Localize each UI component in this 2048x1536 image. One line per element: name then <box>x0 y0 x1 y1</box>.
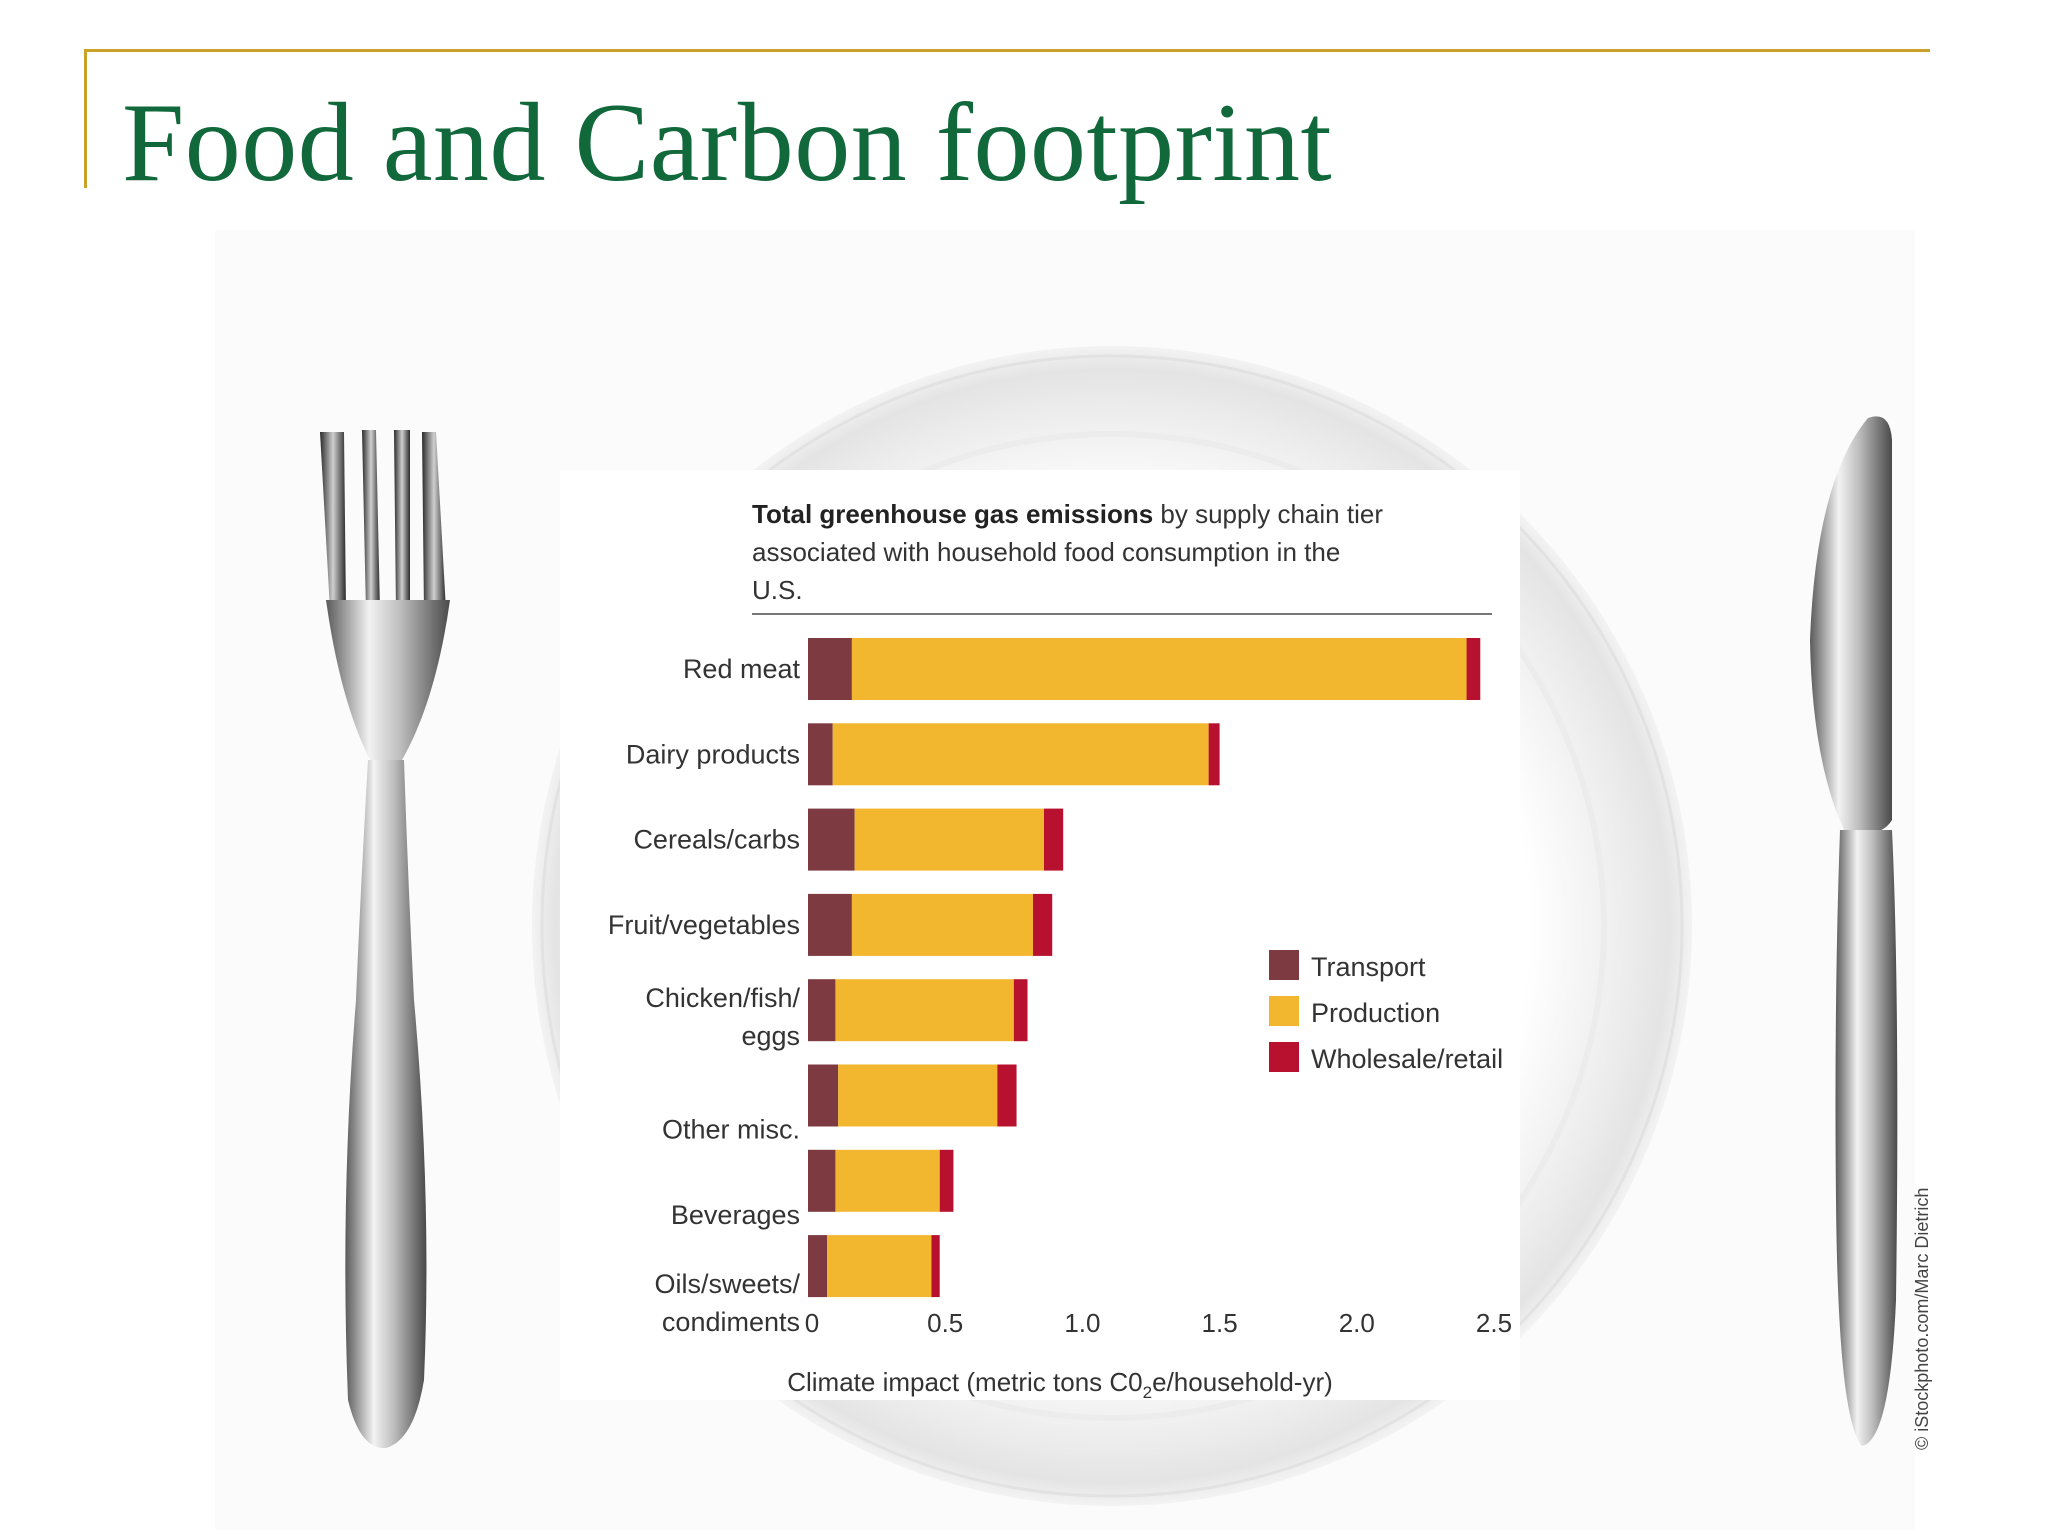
chart-title-line3: U.S. <box>752 575 803 605</box>
chart-title-line2: associated with household food consumpti… <box>752 537 1340 567</box>
category-label-7-1: condiments <box>662 1307 800 1337</box>
fork-icon <box>320 430 450 1449</box>
x-axis-label: Climate impact (metric tons C02e/househo… <box>787 1367 1333 1402</box>
bar-segment-production-6 <box>835 1149 940 1212</box>
bar-segment-wholesale-retail-2 <box>1043 808 1064 871</box>
bar-segment-wholesale-retail-7 <box>931 1235 940 1298</box>
x-axis-label-main: Climate impact (metric tons C0 <box>787 1367 1142 1397</box>
legend: Transport Production Wholesale/retail <box>1269 950 1503 1074</box>
bar-segment-production-5 <box>838 1064 998 1127</box>
bar-segment-production-1 <box>832 723 1209 786</box>
x-tick-label-2: 1.0 <box>1064 1308 1100 1338</box>
bar-segment-transport-3 <box>808 893 852 956</box>
x-ticks: 0 0.5 1.0 1.5 2.0 2.5 <box>805 1308 1512 1338</box>
x-tick-label-5: 2.5 <box>1476 1308 1512 1338</box>
x-tick-label-1: 0.5 <box>927 1308 963 1338</box>
bar-segment-transport-5 <box>808 1064 839 1127</box>
x-tick-label-4: 2.0 <box>1339 1308 1375 1338</box>
chart-title-rest: by supply chain tier <box>1153 499 1383 529</box>
x-tick-label-3: 1.5 <box>1202 1308 1238 1338</box>
legend-label-0: Transport <box>1311 952 1426 982</box>
legend-swatch-0 <box>1269 950 1299 980</box>
category-label-4-1: eggs <box>741 1021 800 1051</box>
bar-segment-transport-0 <box>808 638 852 700</box>
category-label-1-0: Dairy products <box>626 739 800 769</box>
legend-label-1: Production <box>1311 998 1440 1028</box>
bar-segment-wholesale-retail-6 <box>939 1149 954 1212</box>
legend-swatch-1 <box>1269 996 1299 1026</box>
chart-title-line1: Total greenhouse gas emissions by supply… <box>752 499 1383 529</box>
category-label-2-0: Cereals/carbs <box>633 825 800 855</box>
category-label-7-0: Oils/sweets/ <box>654 1269 800 1299</box>
category-label-3-0: Fruit/vegetables <box>608 910 800 940</box>
bar-segment-transport-1 <box>808 723 833 786</box>
bar-segment-transport-2 <box>808 808 855 871</box>
category-label-6-0: Beverages <box>671 1200 800 1230</box>
legend-label-2: Wholesale/retail <box>1311 1044 1503 1074</box>
bar-segment-wholesale-retail-3 <box>1033 893 1053 956</box>
legend-swatch-2 <box>1269 1042 1299 1072</box>
bar-segment-wholesale-retail-5 <box>997 1064 1017 1127</box>
x-axis-label-sub: 2 <box>1143 1383 1152 1402</box>
chart-title-bold: Total greenhouse gas emissions <box>752 499 1153 529</box>
category-labels: Red meat Dairy products Cereals/carbs Fruit… <box>608 654 801 1337</box>
title-rule <box>84 49 1930 52</box>
bar-segment-wholesale-retail-1 <box>1208 723 1220 786</box>
category-label-4-0: Chicken/fish/ <box>645 983 800 1013</box>
category-label-0-0: Red meat <box>683 654 801 684</box>
bar-segment-wholesale-retail-4 <box>1013 979 1028 1042</box>
bar-segment-production-4 <box>835 979 1014 1042</box>
title-side-rule <box>84 49 87 188</box>
bar-segment-production-3 <box>851 893 1034 956</box>
bar-segment-transport-6 <box>808 1149 836 1212</box>
knife-icon <box>1810 416 1898 1446</box>
slide-title: Food and Carbon footprint <box>122 81 1333 205</box>
category-label-5-0: Other misc. <box>662 1115 800 1145</box>
bar-segment-transport-7 <box>808 1235 828 1298</box>
bars <box>808 638 1481 1298</box>
bar-segment-wholesale-retail-0 <box>1466 638 1481 700</box>
bar-segment-production-7 <box>827 1235 932 1298</box>
photo-credit: © iStockphoto.com/Marc Dietrich <box>1912 1187 1932 1450</box>
bar-segment-transport-4 <box>808 979 836 1042</box>
x-tick-label-0: 0 <box>805 1308 819 1338</box>
bar-segment-production-2 <box>854 808 1044 871</box>
x-axis-label-end: e/household-yr) <box>1152 1367 1333 1397</box>
bar-segment-production-0 <box>851 638 1467 700</box>
